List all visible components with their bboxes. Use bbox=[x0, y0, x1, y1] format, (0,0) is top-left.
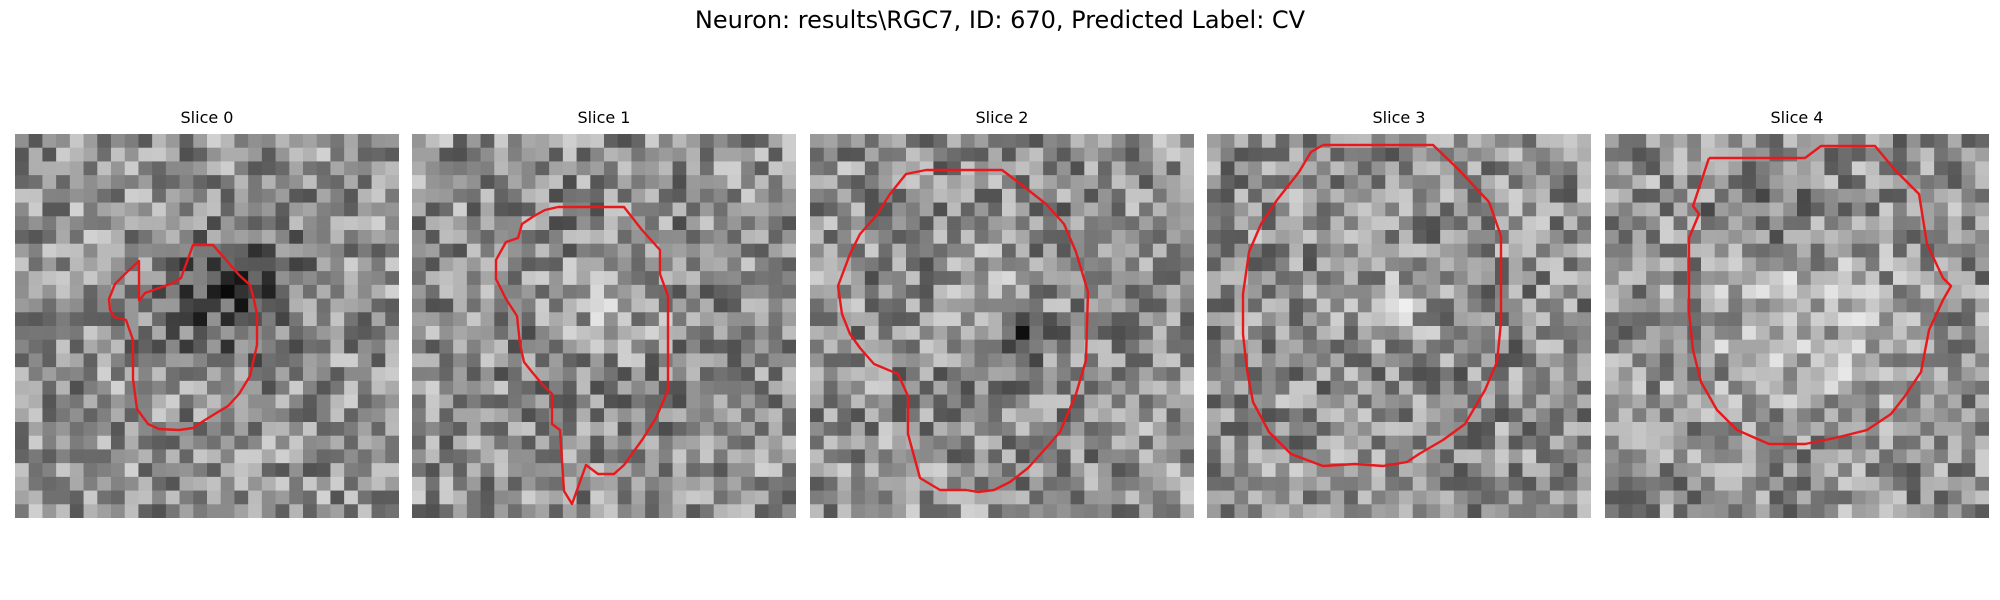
figure-title: Neuron: results\RGC7, ID: 670, Predicted… bbox=[694, 6, 1306, 34]
roi-contour-4 bbox=[1687, 144, 1953, 446]
slice-image-0 bbox=[15, 134, 399, 518]
slice-title-2: Slice 2 bbox=[975, 108, 1029, 127]
slice-image-1 bbox=[412, 134, 796, 518]
roi-contour-3 bbox=[1241, 143, 1503, 468]
slice-image-4 bbox=[1605, 134, 1989, 518]
slice-image-3 bbox=[1207, 134, 1591, 518]
slice-title-3: Slice 3 bbox=[1372, 108, 1426, 127]
slice-image-2 bbox=[810, 134, 1194, 518]
roi-contour-0 bbox=[107, 243, 259, 432]
roi-contour-2 bbox=[836, 168, 1090, 494]
slice-title-1: Slice 1 bbox=[577, 108, 631, 127]
roi-contour-1 bbox=[494, 205, 670, 506]
slice-title-4: Slice 4 bbox=[1770, 108, 1824, 127]
slice-title-0: Slice 0 bbox=[180, 108, 234, 127]
